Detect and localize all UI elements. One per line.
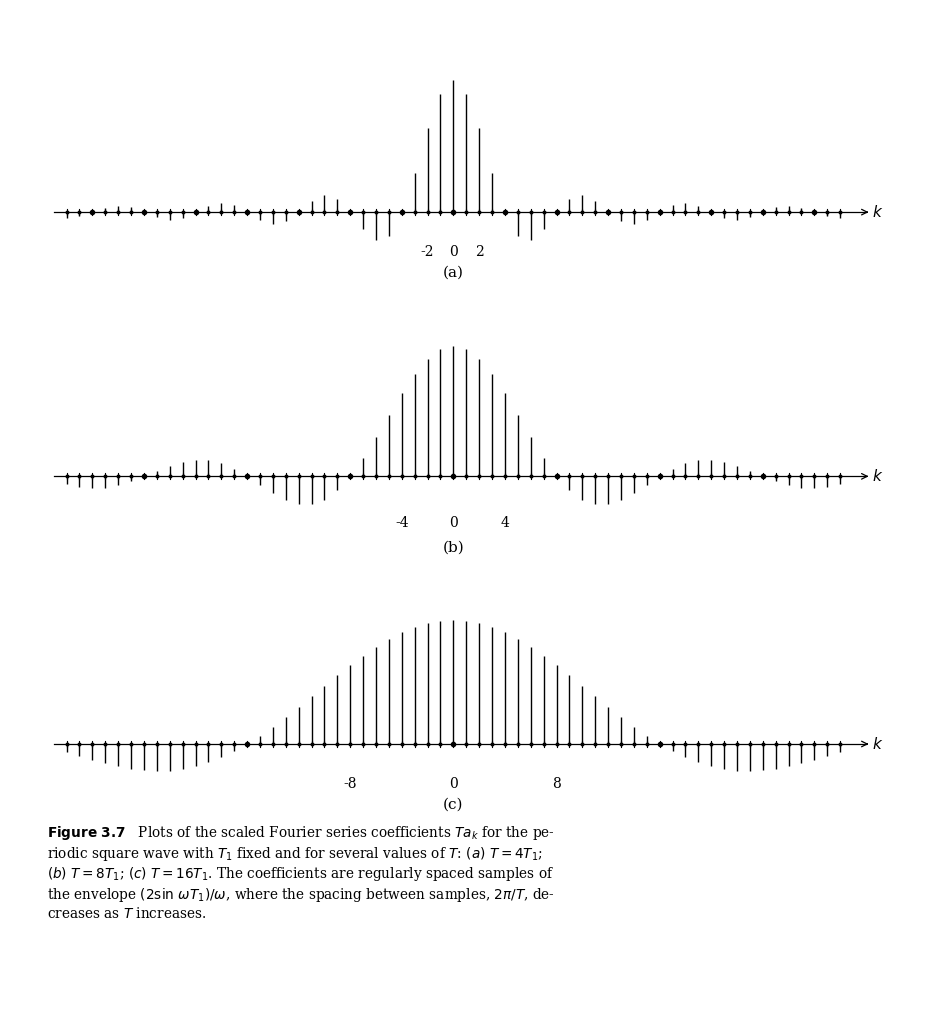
Text: (b): (b) (442, 541, 464, 555)
Text: 0: 0 (448, 245, 457, 259)
Text: $k$: $k$ (871, 468, 883, 484)
Text: -2: -2 (420, 245, 434, 259)
Text: $\mathbf{Figure\ 3.7}$   Plots of the scaled Fourier series coefficients $Ta_k$ : $\mathbf{Figure\ 3.7}$ Plots of the scal… (47, 824, 554, 843)
Text: riodic square wave with $T_1$ fixed and for several values of $T$: $(a)$ $T = 4T: riodic square wave with $T_1$ fixed and … (47, 845, 543, 863)
Text: $k$: $k$ (871, 204, 883, 220)
Text: -8: -8 (343, 777, 357, 791)
Text: -4: -4 (395, 516, 408, 529)
Text: 0: 0 (448, 516, 457, 529)
Text: 4: 4 (500, 516, 509, 529)
Text: (c): (c) (443, 798, 464, 812)
Text: $(b)$ $T = 8T_1$; $(c)$ $T = 16T_1$. The coefficients are regularly spaced sampl: $(b)$ $T = 8T_1$; $(c)$ $T = 16T_1$. The… (47, 865, 554, 884)
Text: 8: 8 (551, 777, 561, 791)
Text: (a): (a) (443, 265, 464, 280)
Text: the envelope $(2\sin\,\omega T_1)/\omega$, where the spacing between samples, $2: the envelope $(2\sin\,\omega T_1)/\omega… (47, 886, 555, 904)
Text: $k$: $k$ (871, 736, 883, 752)
Text: creases as $T$ increases.: creases as $T$ increases. (47, 906, 207, 922)
Text: 2: 2 (474, 245, 483, 259)
Text: 0: 0 (448, 777, 457, 791)
